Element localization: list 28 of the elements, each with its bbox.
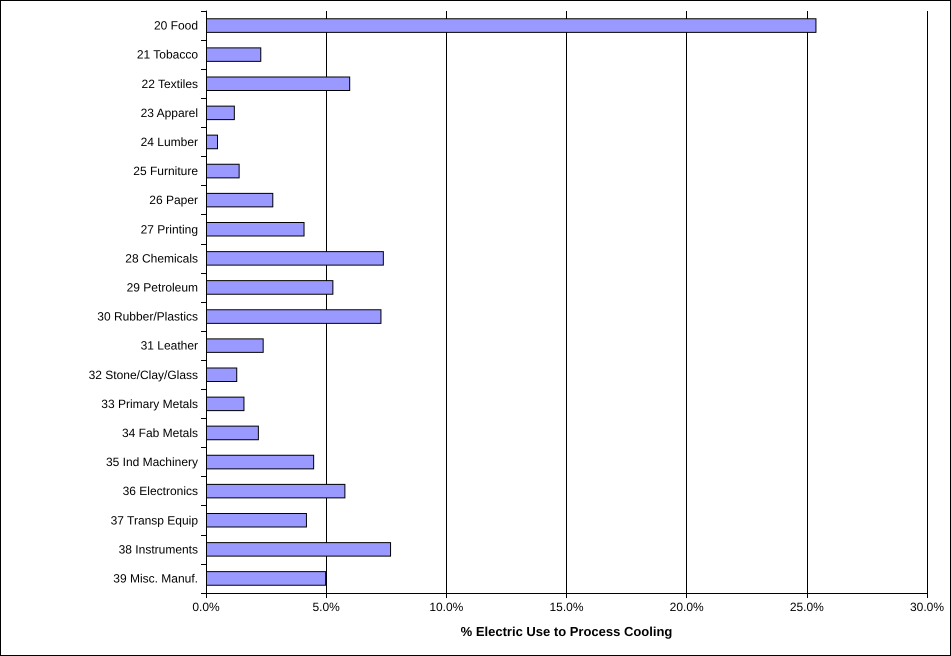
y-tick-label: 29 Petroleum <box>126 280 198 294</box>
y-tick-label: 20 Food <box>154 18 198 33</box>
y-tick-label: 31 Leather <box>140 338 198 353</box>
x-tick-label: 20.0% <box>670 600 704 614</box>
y-tick-label: 22 Textiles <box>142 76 198 91</box>
y-tick-label: 25 Furniture <box>133 164 198 178</box>
y-tick-label: 34 Fab Metals <box>122 426 198 440</box>
y-tick-label: 26 Paper <box>149 193 198 208</box>
y-tick-label: 39 Misc. Manuf. <box>113 571 198 586</box>
x-tick-label: 30.0% <box>910 600 944 614</box>
y-tick-label: 27 Printing <box>140 222 198 236</box>
y-tick-label: 21 Tobacco <box>136 48 198 62</box>
x-axis-title: % Electric Use to Process Cooling <box>460 624 672 639</box>
y-tick-label: 23 Apparel <box>140 106 198 120</box>
y-tick-label: 32 Stone/Clay/Glass <box>88 368 198 382</box>
y-tick-label: 38 Instruments <box>118 542 198 556</box>
x-tick-label: 15.0% <box>549 600 584 614</box>
x-tick-label: 5.0% <box>312 600 340 614</box>
y-tick-label: 28 Chemicals <box>125 251 198 266</box>
y-tick-label: 33 Primary Metals <box>101 396 198 411</box>
y-tick-label: 30 Rubber/Plastics <box>97 310 198 324</box>
y-tick-label: 36 Electronics <box>122 484 198 498</box>
x-tick-label: 25.0% <box>790 600 824 614</box>
x-tick-label: 0.0% <box>192 600 220 614</box>
x-tick-label: 10.0% <box>429 600 464 614</box>
y-tick-label: 37 Transp Equip <box>110 513 198 528</box>
y-tick-label: 24 Lumber <box>140 134 198 149</box>
y-tick-label: 35 Ind Machinery <box>106 455 198 470</box>
